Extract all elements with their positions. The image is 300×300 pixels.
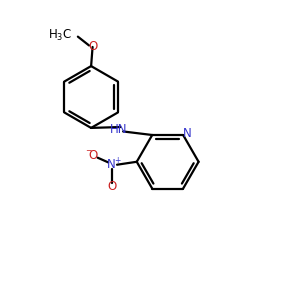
Text: O: O [107, 180, 116, 193]
Text: N: N [183, 127, 192, 140]
Text: O: O [89, 149, 98, 162]
Text: HN: HN [110, 124, 128, 136]
Text: H$_3$C: H$_3$C [48, 28, 72, 43]
Text: O: O [88, 40, 97, 53]
Text: −: − [85, 146, 92, 155]
Text: +: + [114, 155, 120, 164]
Text: N: N [107, 158, 116, 171]
